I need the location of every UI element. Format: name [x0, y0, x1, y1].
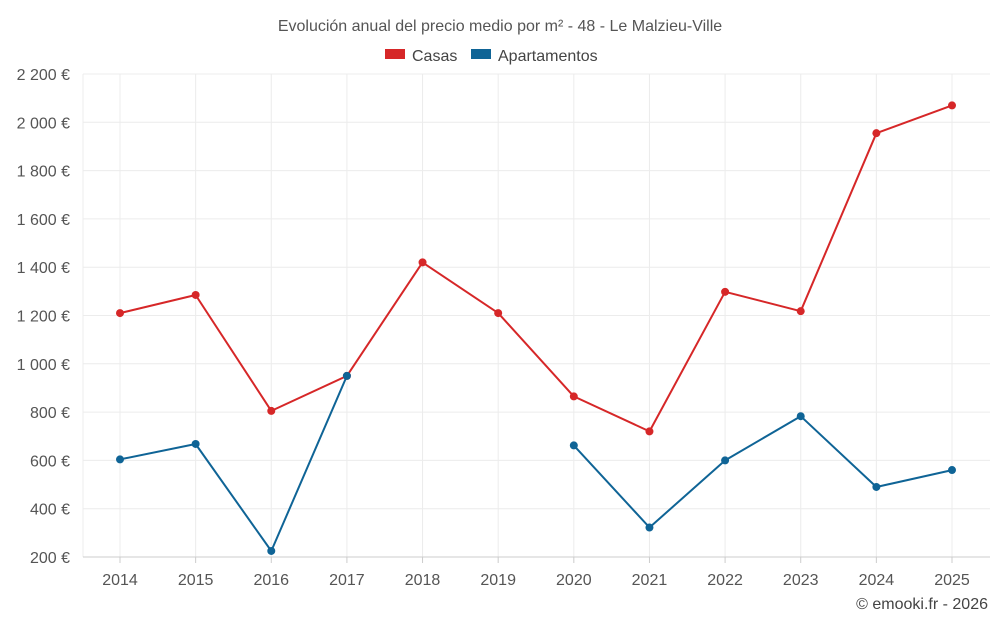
- legend-label-casas: Casas: [412, 48, 457, 65]
- x-tick-label: 2019: [480, 572, 516, 589]
- x-tick-label: 2023: [783, 572, 819, 589]
- legend: Casas Apartamentos: [385, 48, 598, 65]
- x-tick-label: 2016: [253, 572, 289, 589]
- data-point-casas-2022[interactable]: [721, 287, 730, 296]
- chart-title: Evolución anual del precio medio por m² …: [278, 18, 722, 35]
- data-point-casas-2015[interactable]: [191, 290, 200, 299]
- y-tick-label: 1 200 €: [17, 309, 70, 326]
- grid: [82, 73, 990, 558]
- x-tick-label: 2018: [405, 572, 441, 589]
- data-point-apartamentos-2021[interactable]: [645, 523, 654, 532]
- x-tick-label: 2020: [556, 572, 592, 589]
- data-point-casas-2019[interactable]: [494, 309, 503, 318]
- series: [116, 101, 956, 555]
- y-tick-label: 600 €: [30, 453, 70, 470]
- y-tick-label: 400 €: [30, 502, 70, 519]
- y-tick-label: 1 600 €: [17, 212, 70, 229]
- series-line-apartamentos: [573, 415, 953, 529]
- series-casas: [116, 101, 956, 436]
- legend-item-casas[interactable]: Casas: [385, 48, 457, 65]
- y-tick-label: 1 000 €: [17, 357, 70, 374]
- y-tick-label: 1 400 €: [17, 260, 70, 277]
- y-axis: 200 € 400 € 600 € 800 € 1 000 € 1 200 € 1 400 …: [17, 67, 70, 567]
- y-tick-label: 2 200 €: [17, 67, 70, 84]
- credit-text: © emooki.fr - 2026: [856, 596, 988, 613]
- y-tick-label: 800 €: [30, 405, 70, 422]
- legend-label-apartamentos: Apartamentos: [498, 48, 598, 65]
- data-point-casas-2021[interactable]: [645, 427, 654, 436]
- data-point-casas-2023[interactable]: [796, 307, 805, 316]
- data-point-casas-2024[interactable]: [872, 129, 881, 138]
- legend-item-apartamentos[interactable]: Apartamentos: [471, 48, 598, 65]
- x-tick-label: 2022: [707, 572, 743, 589]
- data-point-apartamentos-2020[interactable]: [569, 441, 578, 450]
- data-point-casas-2025[interactable]: [948, 101, 956, 110]
- data-point-casas-2020[interactable]: [569, 392, 578, 401]
- data-point-apartamentos-2025[interactable]: [948, 466, 956, 475]
- series-line-apartamentos: [119, 375, 348, 552]
- x-tick-label: 2021: [632, 572, 668, 589]
- data-point-casas-2014[interactable]: [116, 309, 124, 318]
- x-tick-label: 2014: [102, 572, 138, 589]
- series-apartamentos: [116, 371, 956, 555]
- y-tick-label: 2 000 €: [17, 115, 70, 132]
- data-point-casas-2018[interactable]: [418, 258, 427, 267]
- data-point-apartamentos-2024[interactable]: [872, 482, 881, 491]
- x-axis: 2014 2015 2016 2017 2018 2019 2020 2021 2022 2023…: [83, 556, 990, 589]
- data-point-apartamentos-2022[interactable]: [721, 456, 730, 465]
- legend-swatch-apartamentos: [471, 49, 491, 59]
- x-tick-label: 2017: [329, 572, 365, 589]
- data-point-apartamentos-2015[interactable]: [191, 439, 200, 448]
- x-tick-label: 2015: [178, 572, 214, 589]
- data-point-apartamentos-2014[interactable]: [116, 455, 124, 464]
- x-tick-label: 2025: [934, 572, 970, 589]
- data-point-apartamentos-2017[interactable]: [342, 371, 351, 380]
- y-tick-label: 200 €: [30, 550, 70, 567]
- data-point-apartamentos-2016[interactable]: [267, 546, 276, 555]
- series-line-casas: [119, 104, 953, 433]
- y-tick-label: 1 800 €: [17, 164, 70, 181]
- data-point-apartamentos-2023[interactable]: [796, 412, 805, 421]
- x-tick-label: 2024: [859, 572, 895, 589]
- data-point-casas-2016[interactable]: [267, 406, 276, 415]
- legend-swatch-casas: [385, 49, 405, 59]
